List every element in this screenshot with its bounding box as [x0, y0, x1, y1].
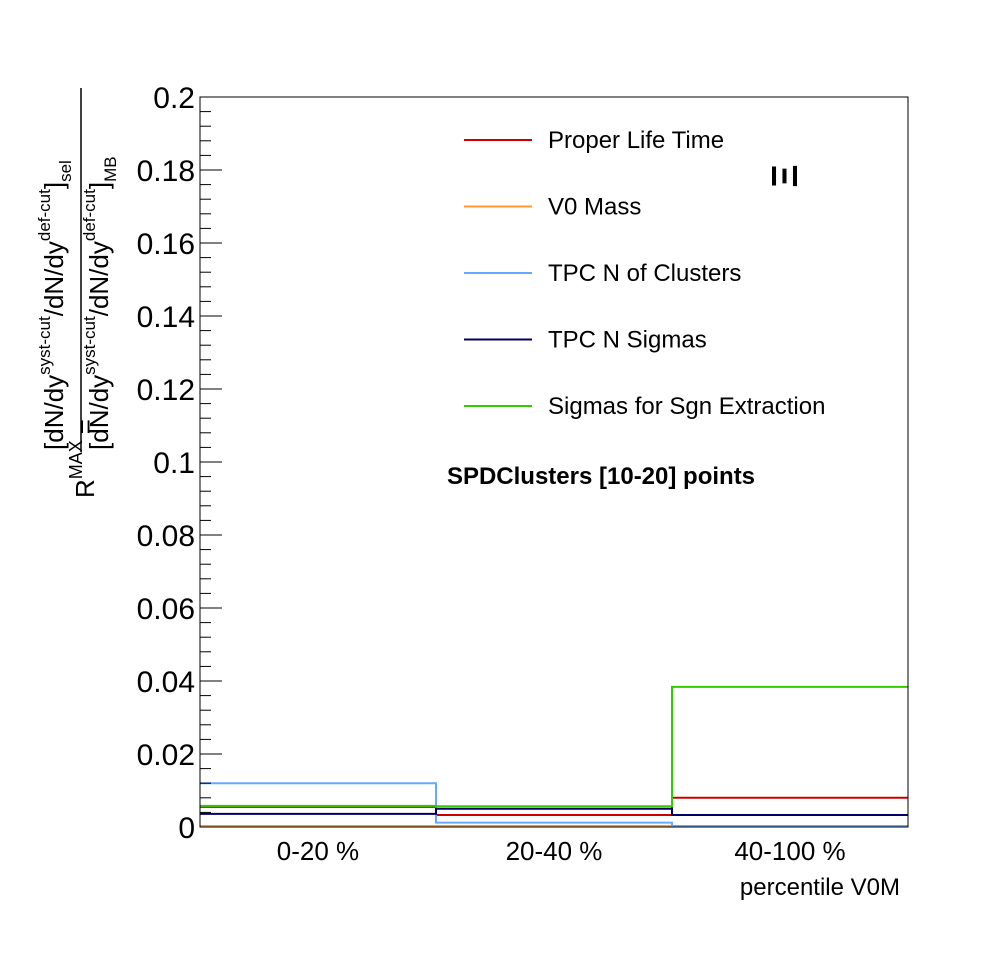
series-3 [200, 807, 908, 816]
x-axis-title: percentile V0M [740, 874, 900, 901]
y-title-denominator: [dN/dysyst-cut/dN/dydef-cut]MB [80, 156, 120, 450]
y-tick-label: 0.12 [137, 374, 195, 407]
series-step-line [200, 782, 908, 827]
series-step-line [200, 796, 908, 816]
series-step-line [200, 685, 908, 808]
series-0 [200, 796, 908, 816]
y-tick-label: 0.02 [137, 739, 195, 772]
legend-label: Proper Life Time [548, 127, 724, 154]
legend-label: Sigmas for Sgn Extraction [548, 393, 825, 420]
y-title-numerator: [dN/dysyst-cut/dN/dydef-cut]sel [35, 160, 75, 450]
y-axis-title: RMAX= [dN/dysyst-cut/dN/dydef-cut]sel [d… [35, 88, 120, 498]
x-axis: 0-20 % 20-40 % 40-100 % [277, 836, 846, 866]
chart-annotation: SPDClusters [10-20] points [447, 463, 755, 490]
legend-label: V0 Mass [548, 194, 641, 221]
series-step-line [200, 807, 908, 816]
series-layer [200, 685, 908, 827]
y-tick-label: 0 [178, 812, 195, 845]
x-tick-label: 40-100 % [734, 836, 845, 866]
y-tick-label: 0.18 [137, 155, 195, 188]
legend-label: TPC N of Clusters [548, 260, 741, 287]
legend: Proper Life Time V0 Mass TPC N of Clusters… [464, 127, 825, 420]
plot-area [200, 97, 908, 827]
y-tick-label: 0.04 [137, 666, 195, 699]
series-2 [200, 782, 908, 827]
series-4 [200, 685, 908, 808]
y-tick-label: 0.14 [137, 301, 195, 334]
y-tick-label: 0.2 [153, 82, 195, 115]
x-tick-label: 0-20 % [277, 836, 359, 866]
y-tick-label: 0.1 [153, 447, 195, 480]
particle-label: Ξ [764, 164, 805, 187]
y-tick-label: 0.08 [137, 520, 195, 553]
y-axis: 0 0.02 0.04 0.06 0.08 0.1 0.12 0.14 0.16 0.18 0.2 [137, 82, 222, 845]
x-tick-label: 20-40 % [506, 836, 603, 866]
legend-label: TPC N Sigmas [548, 327, 707, 354]
y-tick-label: 0.16 [137, 228, 195, 261]
y-tick-label: 0.06 [137, 593, 195, 626]
